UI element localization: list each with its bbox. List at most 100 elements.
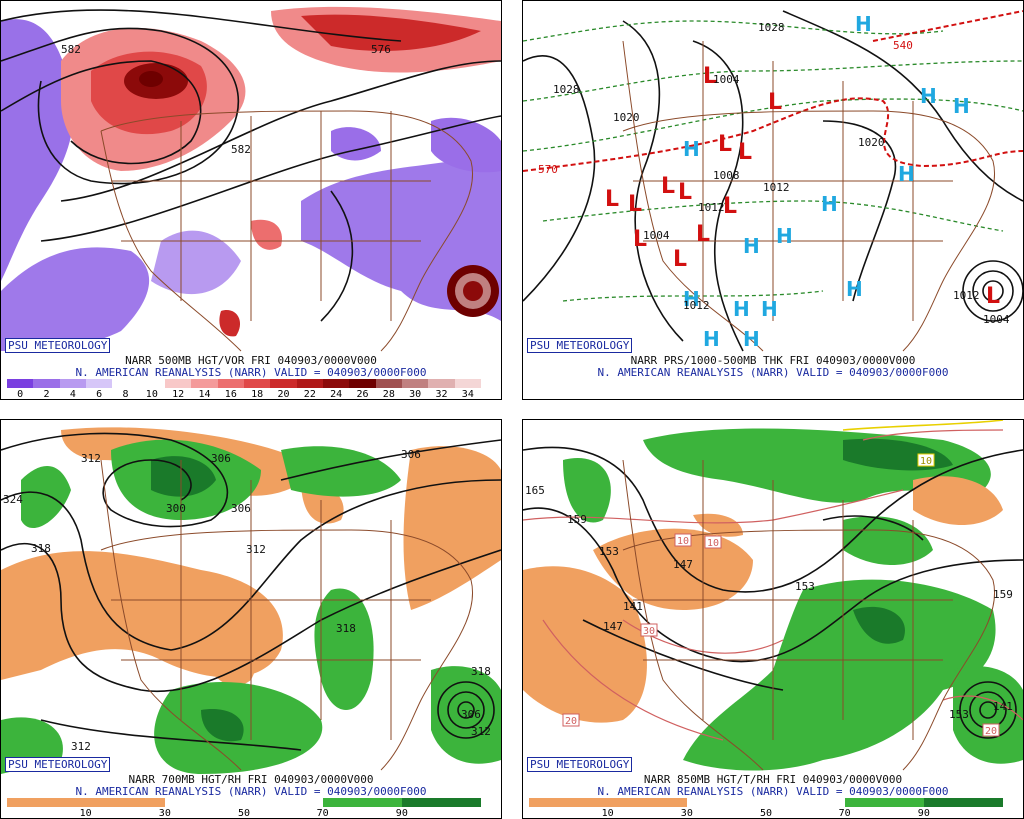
colorbar-tick-label: 26 (356, 389, 369, 400)
svg-text:1028: 1028 (758, 21, 785, 34)
colorbar-tick-label: 10 (79, 808, 92, 819)
colorbar-tick-label: 90 (917, 808, 930, 819)
colorbar-tick-label: 10 (145, 389, 158, 400)
svg-text:H: H (855, 12, 872, 36)
svg-text:L: L (678, 180, 692, 205)
colorbar-tick-label: 32 (435, 389, 448, 400)
svg-text:300: 300 (166, 502, 186, 515)
colorbar-tick-label: 70 (316, 808, 329, 819)
svg-text:306: 306 (401, 448, 421, 461)
svg-text:10: 10 (707, 538, 719, 549)
colorbar-swatch (191, 379, 218, 388)
svg-text:L: L (661, 174, 675, 199)
svg-text:L: L (738, 140, 752, 165)
panel-surface-pressure-thickness: L L L L L L L L L L L L L H H H H H H (522, 0, 1024, 400)
svg-text:H: H (846, 277, 863, 301)
colorbar-tick-label: 14 (198, 389, 211, 400)
svg-text:H: H (776, 224, 793, 248)
svg-text:306: 306 (461, 708, 481, 721)
colorbar-tick-label: 20 (277, 389, 290, 400)
svg-text:141: 141 (993, 700, 1013, 713)
svg-text:318: 318 (471, 665, 491, 678)
svg-text:1004: 1004 (983, 313, 1010, 326)
colorbar-tick-label: 30 (409, 389, 422, 400)
colorbar-swatch (349, 379, 376, 388)
map-title: NARR 500MB HGT/VOR FRI 040903/0000V000 (125, 354, 377, 367)
svg-text:H: H (898, 162, 915, 186)
colorbar-tick-label: 18 (251, 389, 264, 400)
colorbar-swatch (33, 379, 60, 388)
svg-text:H: H (743, 327, 760, 351)
svg-text:306: 306 (231, 502, 251, 515)
colorbar-tick-label: 50 (759, 808, 773, 819)
svg-text:306: 306 (211, 452, 231, 465)
psu-meteorology-label: PSU METEOROLOGY (527, 338, 633, 353)
panel-500mb-vorticity: 582 582 576 PSU METEOROLOGY NARR 500MB H… (0, 0, 502, 400)
colorbar-swatch (164, 379, 192, 388)
svg-text:1012: 1012 (763, 181, 790, 194)
colorbar-tick-label: 0 (17, 389, 24, 400)
svg-text:318: 318 (31, 542, 51, 555)
svg-text:576: 576 (371, 43, 391, 56)
colorbar-tick-label: 70 (838, 808, 851, 819)
colorbar-swatch (296, 379, 323, 388)
colorbar-tick-label: 22 (303, 389, 316, 400)
map-title: NARR 700MB HGT/RH FRI 040903/0000V000 (128, 773, 374, 786)
psu-meteorology-label: PSU METEOROLOGY (527, 757, 633, 772)
colorbar-swatch (243, 379, 271, 388)
rh-colorbar (7, 798, 481, 807)
vorticity-map: 582 582 576 (1, 1, 501, 355)
svg-text:318: 318 (336, 622, 356, 635)
svg-text:1008: 1008 (713, 169, 740, 182)
svg-text:1012: 1012 (683, 299, 710, 312)
svg-text:H: H (920, 84, 937, 108)
colorbar-swatch (428, 379, 455, 388)
svg-text:20: 20 (985, 726, 997, 737)
map-valid-time: N. AMERICAN REANALYSIS (NARR) VALID = 04… (75, 366, 427, 379)
svg-text:L: L (628, 192, 642, 217)
map-title: NARR 850MB HGT/T/RH FRI 040903/0000V000 (643, 773, 903, 786)
svg-text:147: 147 (603, 620, 623, 633)
svg-text:H: H (743, 234, 760, 258)
svg-text:L: L (703, 64, 717, 89)
svg-text:1028: 1028 (553, 83, 580, 96)
svg-text:582: 582 (61, 43, 81, 56)
svg-text:570: 570 (538, 163, 558, 176)
colorbar-tick-label: 30 (158, 808, 171, 819)
svg-text:1012: 1012 (698, 201, 725, 214)
svg-text:L: L (723, 194, 737, 219)
map-valid-time: N. AMERICAN REANALYSIS (NARR) VALID = 04… (75, 785, 427, 798)
map-valid-time: N. AMERICAN REANALYSIS (NARR) VALID = 04… (597, 785, 949, 798)
colorbar-swatch (138, 379, 165, 388)
colorbar-swatch (59, 379, 86, 388)
svg-text:153: 153 (949, 708, 969, 721)
psu-meteorology-label: PSU METEOROLOGY (5, 757, 111, 772)
svg-text:L: L (633, 227, 647, 252)
svg-text:312: 312 (71, 740, 91, 753)
svg-text:L: L (605, 187, 619, 212)
svg-text:H: H (953, 94, 970, 118)
colorbar-swatch (322, 379, 350, 388)
colorbar-tick-label: 28 (382, 389, 395, 400)
svg-text:324: 324 (3, 493, 23, 506)
svg-text:L: L (718, 132, 732, 157)
colorbar-swatch (85, 379, 113, 388)
svg-text:165: 165 (525, 484, 545, 497)
svg-text:582: 582 (231, 143, 251, 156)
colorbar-tick-label: 2 (43, 389, 50, 400)
svg-text:H: H (733, 297, 750, 321)
pressure-map: L L L L L L L L L L L L L H H H H H H (523, 1, 1023, 355)
colorbar-tick-label: 4 (69, 389, 76, 400)
svg-text:159: 159 (993, 588, 1013, 601)
colorbar-tick-label: 30 (680, 808, 693, 819)
colorbar-tick-label: 6 (96, 389, 103, 400)
svg-text:312: 312 (81, 452, 101, 465)
map-valid-time: N. AMERICAN REANALYSIS (NARR) VALID = 04… (597, 366, 949, 379)
svg-text:147: 147 (673, 558, 693, 571)
rh-colorbar-ticks: 10 30 50 70 90 (529, 808, 1003, 819)
svg-text:H: H (683, 137, 700, 161)
colorbar-tick-label: 90 (395, 808, 408, 819)
svg-text:H: H (761, 297, 778, 321)
svg-text:10: 10 (920, 456, 932, 467)
colorbar-swatch (217, 379, 244, 388)
